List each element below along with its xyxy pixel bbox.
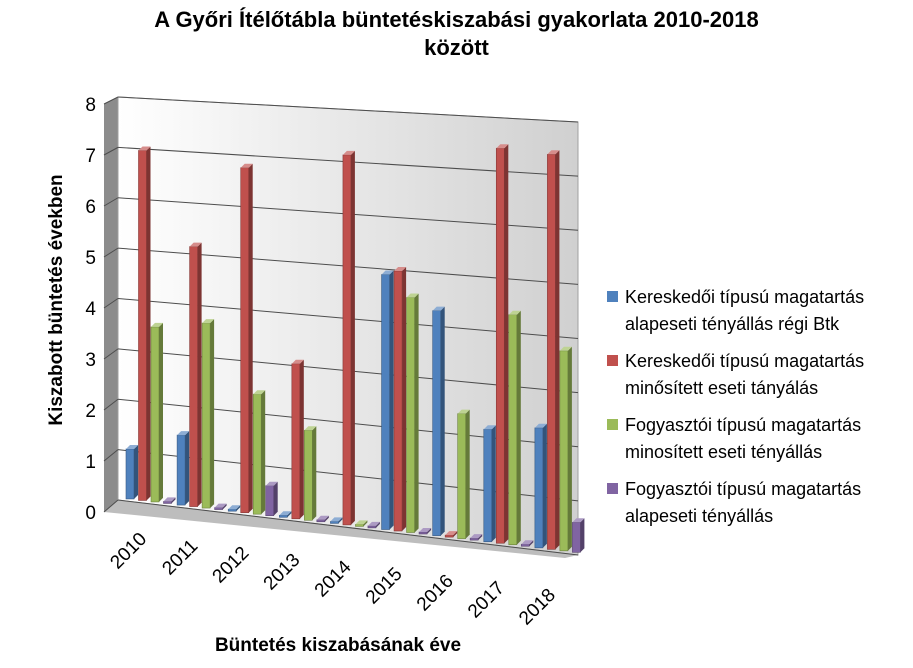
y-tick-label: 1 xyxy=(85,452,96,473)
y-tick-label: 2 xyxy=(85,401,96,422)
x-tick-label: 2012 xyxy=(209,543,254,588)
bar-2014-s1 xyxy=(330,517,343,524)
legend-label-line: Fogyasztói típusú magatartás xyxy=(625,479,862,499)
y-tick-label: 5 xyxy=(85,248,96,269)
legend-label-line: minősített eseti tányálás xyxy=(625,378,819,398)
legend-label-line: alapeseti tényállás xyxy=(625,506,774,526)
bar-2011-s1 xyxy=(176,431,190,506)
bar-2015-s1 xyxy=(381,270,394,530)
bar-2014-s4 xyxy=(367,521,380,529)
bar-2012-s1 xyxy=(227,505,241,512)
y-tick-labels: 0 1 2 3 4 5 6 7 8 xyxy=(85,95,96,524)
legend-swatch xyxy=(607,291,618,302)
bar-2016-s1 xyxy=(432,306,445,536)
legend-swatch xyxy=(607,355,618,366)
bar-2018-s2 xyxy=(547,150,560,550)
y-tick-label: 6 xyxy=(85,197,96,218)
x-tick-label: 2017 xyxy=(464,578,509,623)
gridline-side xyxy=(103,298,119,309)
x-tick-label: 2016 xyxy=(413,571,458,616)
x-tick-label: 2014 xyxy=(311,556,356,601)
chart-title-line-1: A Győri Ítélőtábla büntetéskiszabási gya… xyxy=(154,7,759,32)
gridline-side xyxy=(103,348,119,360)
bar-2015-s3 xyxy=(406,293,419,533)
y-tick-label: 3 xyxy=(85,350,96,371)
bar-2018-s3 xyxy=(559,346,572,552)
y-tick-label: 4 xyxy=(85,299,96,320)
bar-2013-s1 xyxy=(279,511,292,518)
x-tick-label: 2018 xyxy=(515,585,560,630)
x-axis-title: Büntetés kiszabásának éve xyxy=(215,635,461,656)
side-wall xyxy=(104,97,118,512)
bar-2018-s4 xyxy=(572,518,585,553)
bar-2016-s3 xyxy=(457,409,470,539)
bar-2016-s2 xyxy=(444,531,458,538)
chart-title: A Győri Ítélőtábla büntetéskiszabási gya… xyxy=(0,6,913,62)
bar-2017-s3 xyxy=(508,310,521,546)
bar-2018-s1 xyxy=(534,423,547,549)
y-axis-title: Kiszabott büntetés években xyxy=(46,174,67,425)
bar-2013-s2 xyxy=(291,359,304,520)
bar-2017-s4 xyxy=(520,540,534,547)
x-tick-label: 2011 xyxy=(158,536,202,580)
gridline-side xyxy=(103,247,119,258)
y-tick-label: 0 xyxy=(85,503,96,524)
gridline-side xyxy=(103,398,119,411)
bar-2015-s2 xyxy=(393,267,407,532)
bar-2014-s3 xyxy=(355,520,368,527)
legend-swatch xyxy=(607,419,618,430)
bar-2011-s4 xyxy=(214,503,227,510)
x-tick-label: 2010 xyxy=(106,529,151,574)
gridline xyxy=(117,499,579,556)
legend-item-fogyasztoi-alapeseti: Fogyasztói típusú magatartás alapeseti t… xyxy=(603,476,908,530)
bar-2011-s3 xyxy=(201,319,215,509)
legend-item-kereskedoi-alapeseti: Kereskedői típusú magatartás alapeseti t… xyxy=(603,284,908,338)
bar-2017-s1 xyxy=(483,425,496,543)
x-tick-label: 2015 xyxy=(362,564,407,609)
bar-2010-s2 xyxy=(138,146,151,501)
bar-2011-s2 xyxy=(189,242,202,507)
x-tick-label: 2013 xyxy=(260,550,305,595)
legend-item-kereskedoi-minositett: Kereskedői típusú magatartás minősített … xyxy=(603,348,908,402)
gridline xyxy=(117,96,579,123)
bar-2015-s4 xyxy=(418,528,432,535)
bar-2012-s2 xyxy=(240,163,253,513)
bar-2010-s1 xyxy=(125,445,138,500)
bar-2012-s4 xyxy=(265,481,278,516)
y-tick-label: 8 xyxy=(85,95,96,116)
legend-label-line: Kereskedői típusú magatartás xyxy=(625,287,865,307)
bar-2017-s2 xyxy=(495,144,509,544)
bar-2010-s3 xyxy=(150,322,163,503)
legend-item-fogyasztoi-minositett: Fogyasztói típusú magatartás minosített … xyxy=(603,412,908,466)
bar-2014-s2 xyxy=(342,150,355,526)
gridline-side xyxy=(103,96,119,105)
y-tick-label: 7 xyxy=(85,146,96,167)
gridline-side xyxy=(103,499,119,513)
bar-2016-s4 xyxy=(469,534,483,541)
chart-title-line-2: között xyxy=(424,35,489,60)
legend-label-line: Kereskedői típusú magatartás xyxy=(625,351,865,371)
bars xyxy=(125,144,585,553)
bar-2013-s4 xyxy=(316,515,329,523)
bar-2013-s3 xyxy=(304,426,317,521)
gridline-side xyxy=(103,449,119,462)
floor xyxy=(104,500,578,558)
legend-label-line: Fogyasztói típusú magatartás xyxy=(625,415,862,435)
legend-swatch xyxy=(607,483,618,494)
gridline-side xyxy=(103,197,119,207)
legend: Kereskedői típusú magatartás alapeseti t… xyxy=(603,284,908,540)
legend-label-line: minosített eseti tényállás xyxy=(625,442,823,462)
bar-2010-s4 xyxy=(163,497,176,504)
bar-2012-s3 xyxy=(252,390,266,515)
gridline-side xyxy=(103,146,119,156)
legend-label-line: alapeseti tényállás régi Btk xyxy=(625,314,840,334)
